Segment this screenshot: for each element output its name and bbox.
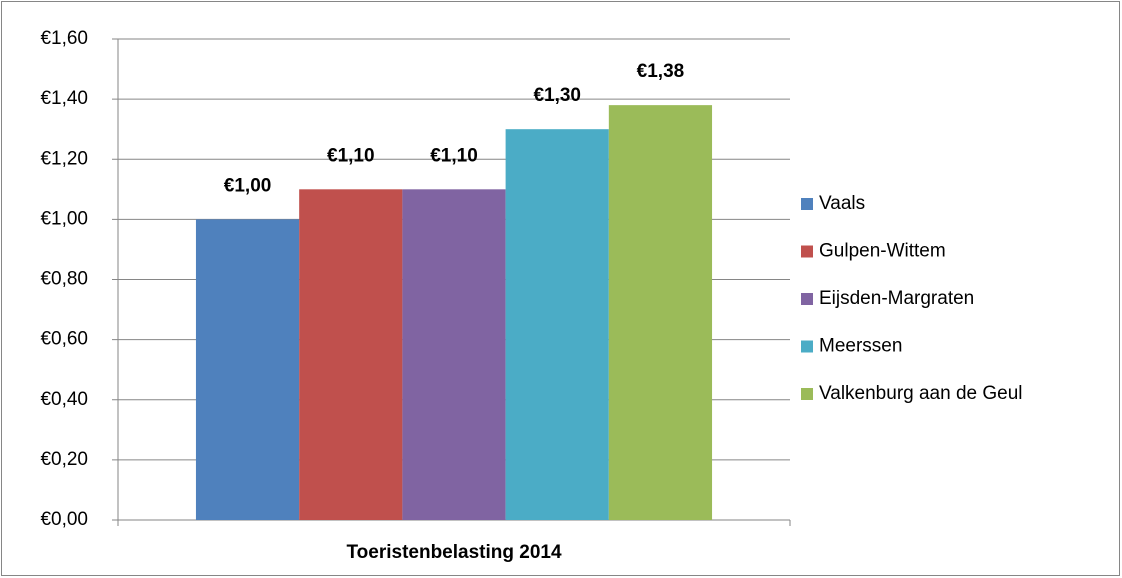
bar [505, 129, 609, 520]
data-label: €1,38 [637, 61, 685, 82]
legend-swatch [801, 388, 813, 400]
legend-swatch [801, 198, 813, 210]
data-label: €1,10 [327, 145, 375, 166]
bar [195, 219, 300, 520]
legend-label: Vaals [819, 193, 865, 214]
bar [608, 105, 713, 520]
bar [299, 189, 403, 520]
x-tick-label: Toeristenbelasting 2014 [346, 542, 561, 563]
legend-label: Valkenburg aan de Geul [819, 383, 1023, 404]
legend-swatch [801, 293, 813, 305]
y-tick-label: €0,80 [40, 269, 88, 290]
y-tick-label: €0,20 [40, 449, 88, 470]
legend-label: Meerssen [819, 336, 902, 357]
data-label: €1,10 [430, 145, 478, 166]
bar [402, 189, 506, 520]
y-tick-label: €1,40 [40, 88, 88, 109]
y-tick-label: €0,40 [40, 389, 88, 410]
data-label: €1,00 [224, 175, 272, 196]
y-tick-label: €0,60 [40, 329, 88, 350]
legend-label: Gulpen-Wittem [819, 241, 946, 262]
y-tick-label: €1,20 [40, 148, 88, 169]
legend-swatch [801, 340, 813, 353]
y-tick-label: €1,00 [40, 208, 88, 229]
legend-swatch [801, 245, 813, 258]
y-tick-label: €1,60 [40, 28, 88, 49]
legend-label: Eijsden-Margraten [819, 288, 974, 309]
data-label: €1,30 [533, 85, 581, 106]
y-tick-label: €0,00 [40, 509, 88, 530]
